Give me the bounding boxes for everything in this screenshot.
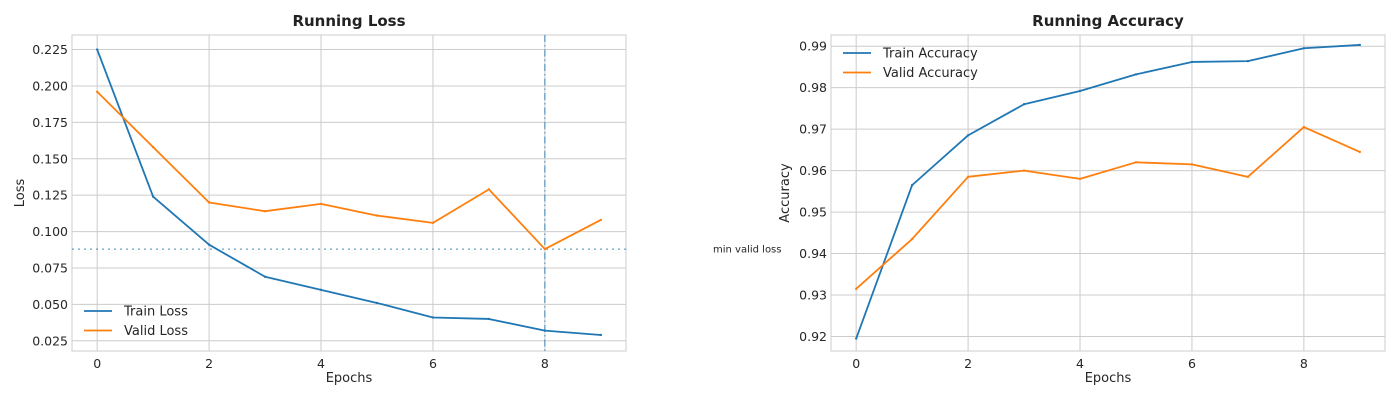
y-tick-label: 0.075 xyxy=(32,260,68,275)
data-point xyxy=(854,337,858,340)
y-tick-label: 0.95 xyxy=(799,205,827,220)
x-tick-label: 8 xyxy=(541,356,549,371)
y-tick-label: 0.200 xyxy=(32,78,68,93)
data-point xyxy=(263,210,267,213)
data-point xyxy=(207,201,211,204)
data-point xyxy=(263,275,267,278)
chart-panel-1: 0.025 0.050 0.075 0.100 0.125 0.150 0.175 0.200… xyxy=(13,12,781,386)
series-line-valid-loss xyxy=(96,90,602,250)
x-tick-label: 2 xyxy=(964,356,972,371)
data-point xyxy=(375,214,379,217)
data-point xyxy=(375,301,379,305)
y-tick-label: 0.150 xyxy=(32,151,68,166)
legend: Train Loss Valid Loss xyxy=(84,305,188,339)
data-point xyxy=(1302,47,1306,50)
data-point xyxy=(95,90,99,93)
data-point xyxy=(1022,169,1026,172)
data-point xyxy=(910,237,914,241)
data-point xyxy=(1358,150,1362,154)
data-point xyxy=(487,317,491,321)
x-tick-label: 0 xyxy=(852,356,860,371)
y-axis-label: Accuracy xyxy=(778,163,793,223)
data-point xyxy=(854,287,858,290)
y-tick-label: 0.025 xyxy=(32,333,68,348)
legend-label: Train Accuracy xyxy=(882,47,978,62)
y-tick-label: 0.98 xyxy=(799,80,827,95)
y-tick-label: 0.97 xyxy=(799,122,827,137)
y-tick-label: 0.99 xyxy=(799,39,827,54)
y-axis-label: Loss xyxy=(13,179,28,208)
data-point xyxy=(1078,89,1082,93)
data-point xyxy=(910,183,914,187)
legend-label: Valid Accuracy xyxy=(883,66,978,81)
y-tick-label: 0.100 xyxy=(32,224,68,239)
plot-area xyxy=(72,35,626,351)
legend: Train Accuracy Valid Accuracy xyxy=(843,47,978,81)
y-tick-label: 0.94 xyxy=(799,246,827,261)
x-tick-label: 2 xyxy=(205,356,213,371)
data-point xyxy=(95,48,99,51)
data-point xyxy=(151,145,155,149)
y-tick-label: 0.050 xyxy=(32,297,68,312)
data-point xyxy=(1134,73,1138,76)
data-point xyxy=(1134,161,1138,164)
data-point xyxy=(1246,175,1250,179)
data-point xyxy=(1190,60,1194,64)
x-tick-label: 4 xyxy=(317,356,325,371)
data-point xyxy=(207,243,211,246)
axes-frame xyxy=(71,34,627,352)
x-tick-label: 6 xyxy=(1188,356,1196,371)
y-tick-label: 0.125 xyxy=(32,188,68,203)
series-line-valid-accuracy xyxy=(855,126,1361,290)
x-axis-label: Epochs xyxy=(326,371,373,386)
data-point xyxy=(1190,163,1194,166)
data-point xyxy=(599,333,603,337)
chart-panel-2: 0.92 0.93 0.94 0.95 0.96 0.97 0.98 0.99 0 2 4 6 8 Run… xyxy=(778,12,1386,386)
data-point xyxy=(543,329,547,332)
data-point xyxy=(966,134,970,137)
data-point xyxy=(1302,125,1306,129)
data-point xyxy=(487,188,491,191)
y-tick-label: 0.175 xyxy=(32,115,68,130)
y-tick-label: 0.96 xyxy=(799,163,827,178)
y-tick-label: 0.92 xyxy=(799,329,827,344)
data-point xyxy=(431,316,435,319)
x-tick-label: 4 xyxy=(1076,356,1084,371)
chart-title: Running Loss xyxy=(292,12,405,30)
data-point xyxy=(966,175,970,179)
min-valid-loss-annotation: min valid loss xyxy=(713,245,781,256)
x-tick-label: 0 xyxy=(93,356,101,371)
x-axis-label: Epochs xyxy=(1085,371,1132,386)
data-point xyxy=(319,288,323,292)
data-point xyxy=(431,221,435,225)
series-line-train-loss xyxy=(96,48,602,336)
data-point xyxy=(1078,177,1082,181)
data-point xyxy=(319,202,323,206)
data-point xyxy=(599,218,603,222)
axes-frame xyxy=(830,34,1386,352)
legend-label: Train Loss xyxy=(123,305,188,320)
series-line-train-accuracy xyxy=(855,44,1361,340)
data-point xyxy=(1022,103,1026,106)
data-point xyxy=(151,195,155,198)
x-tick-label: 8 xyxy=(1300,356,1308,371)
legend-label: Valid Loss xyxy=(124,324,188,339)
x-tick-label: 6 xyxy=(429,356,437,371)
y-tick-label: 0.93 xyxy=(799,288,827,303)
data-point xyxy=(543,247,547,251)
data-point xyxy=(1246,59,1250,63)
data-point xyxy=(1358,43,1362,47)
chart-title: Running Accuracy xyxy=(1032,12,1184,30)
y-tick-label: 0.225 xyxy=(32,42,68,57)
